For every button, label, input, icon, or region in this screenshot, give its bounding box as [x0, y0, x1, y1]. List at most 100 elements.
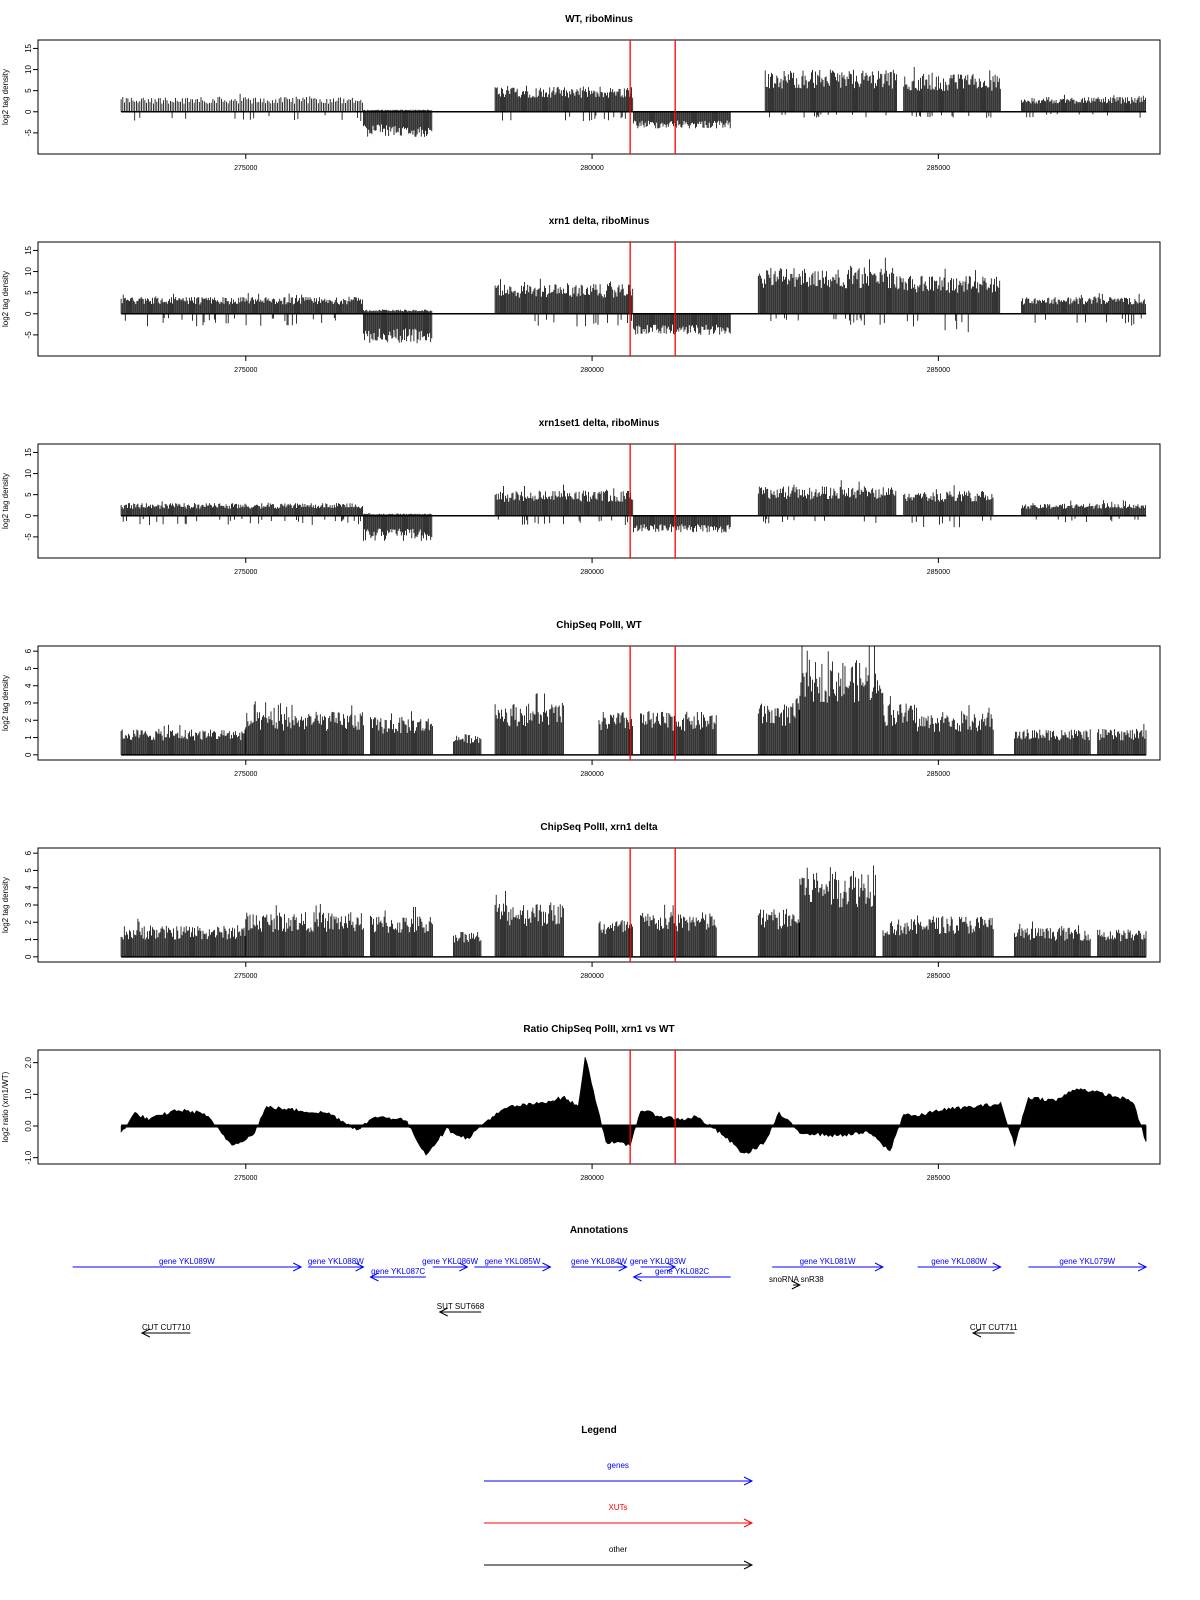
signal-bar-group: [120, 293, 363, 327]
chart-panel-6: Ratio ChipSeq PolII, xrn1 vs WT log2 rati…: [1, 1024, 1161, 1182]
chart-title: xrn1 delta, riboMinus: [549, 216, 650, 227]
feature-label: gene YKL079W: [1059, 1257, 1115, 1266]
signal-bar-group: [757, 698, 800, 755]
x-tick-label: 285000: [927, 973, 950, 980]
y-tick-label: -5: [24, 129, 33, 137]
signal-bar-group: [633, 111, 731, 129]
signal-bar-group: [903, 485, 994, 528]
x-tick-label: 280000: [580, 367, 603, 374]
legend-label: other: [609, 1545, 628, 1554]
y-tick-label: 1.0: [24, 1088, 33, 1100]
signal-segment: [453, 734, 482, 755]
feature-label: gene YKL085W: [484, 1257, 540, 1266]
x-tick-label: 275000: [234, 165, 257, 172]
y-axis-label: log2 tag density: [1, 271, 10, 327]
signal-bar-group: [1014, 729, 1091, 755]
arrow-head: [292, 1262, 303, 1272]
y-tick-label: -1.0: [24, 1150, 33, 1164]
x-tick-label: 280000: [580, 165, 603, 172]
signal-segment: [120, 93, 363, 121]
y-tick-label: -5: [24, 533, 33, 541]
signal-segment: [799, 646, 884, 755]
signal-bar-group: [453, 931, 482, 957]
arrow-head: [355, 1262, 365, 1272]
feature-label: gene YKL086W: [422, 1257, 478, 1266]
signal-segment: [363, 513, 433, 541]
signal-segment: [1014, 729, 1091, 755]
signal-segment: [903, 67, 1001, 118]
feature-label: gene YKL080W: [931, 1257, 987, 1266]
y-tick-label: 0: [24, 109, 33, 114]
arrow-head: [874, 1262, 885, 1272]
signal-segment: [764, 69, 897, 118]
signal-bar-group: [370, 711, 433, 755]
signal-segment: [120, 293, 363, 327]
arrow-head: [140, 1328, 151, 1338]
y-tick-label: 5: [24, 868, 33, 873]
x-tick-label: 285000: [927, 165, 950, 172]
signal-bar-group: [494, 484, 634, 525]
arrow-head: [618, 1262, 628, 1272]
signal-bar-group: [494, 891, 564, 957]
x-tick-label: 275000: [234, 569, 257, 576]
signal-bars: [120, 67, 1146, 137]
signal-bar-group: [903, 67, 1001, 118]
signal-bar-group: [120, 501, 363, 525]
signal-segment: [494, 484, 634, 525]
x-tick-label: 285000: [927, 367, 950, 374]
signal-segment: [363, 109, 433, 137]
signal-bar-group: [640, 904, 717, 957]
signal-segment: [245, 904, 364, 957]
signal-segment: [245, 701, 364, 755]
annotation-feature: SUT SUT668: [437, 1302, 485, 1317]
y-tick-label: 6: [24, 648, 33, 653]
signal-bar-group: [245, 701, 364, 755]
signal-segment: [494, 85, 634, 121]
signal-bar-group: [633, 313, 731, 335]
signal-segment: [757, 908, 800, 957]
legend-item: other: [484, 1545, 754, 1570]
chart-panel-5: ChipSeq PolII, xrn1 delta log2 tag densit…: [1, 822, 1161, 980]
signal-bar-group: [363, 109, 433, 137]
signal-segment: [896, 268, 1001, 333]
annotation-feature: CUT CUT710: [140, 1323, 191, 1338]
signal-bars: [120, 257, 1146, 344]
arrow-head: [743, 1518, 754, 1528]
feature-label: gene YKL084W: [571, 1257, 627, 1266]
feature-label: SUT SUT668: [437, 1302, 485, 1311]
signal-segment: [494, 693, 564, 755]
arrow-head: [666, 1262, 677, 1272]
y-tick-label: 4: [24, 683, 33, 688]
signal-segment: [633, 313, 731, 335]
arrow-head: [1137, 1262, 1148, 1272]
y-tick-label: 1: [24, 735, 33, 740]
y-tick-label: 3: [24, 700, 33, 705]
signal-segment: [1021, 293, 1146, 326]
signal-bar-group: [882, 919, 917, 957]
arrow-head: [369, 1272, 379, 1282]
x-tick-label: 280000: [580, 973, 603, 980]
signal-bar-group: [764, 69, 897, 118]
signal-segment: [903, 485, 994, 528]
annotation-feature: gene YKL089W: [72, 1257, 303, 1272]
y-tick-label: 10: [24, 65, 33, 74]
ratio-area: [120, 1057, 1147, 1156]
x-tick-label: 275000: [234, 973, 257, 980]
signal-segment: [757, 480, 897, 524]
legend-item: XUTs: [484, 1503, 754, 1528]
signal-segment: [1014, 921, 1091, 957]
arrow-head: [971, 1328, 982, 1338]
signal-bar-group: [1014, 921, 1091, 957]
signal-bar-group: [1097, 723, 1147, 755]
signal-segment: [1097, 929, 1147, 957]
signal-bars: [120, 865, 1147, 957]
arrow-head: [459, 1262, 469, 1272]
y-tick-label: 1: [24, 937, 33, 942]
arrow-head: [438, 1307, 448, 1317]
plot-frame: [37, 39, 1161, 155]
chart-title: Ratio ChipSeq PolII, xrn1 vs WT: [523, 1024, 674, 1035]
signal-bar-group: [370, 907, 433, 957]
y-tick-label: 4: [24, 885, 33, 890]
signal-segment: [598, 712, 633, 755]
